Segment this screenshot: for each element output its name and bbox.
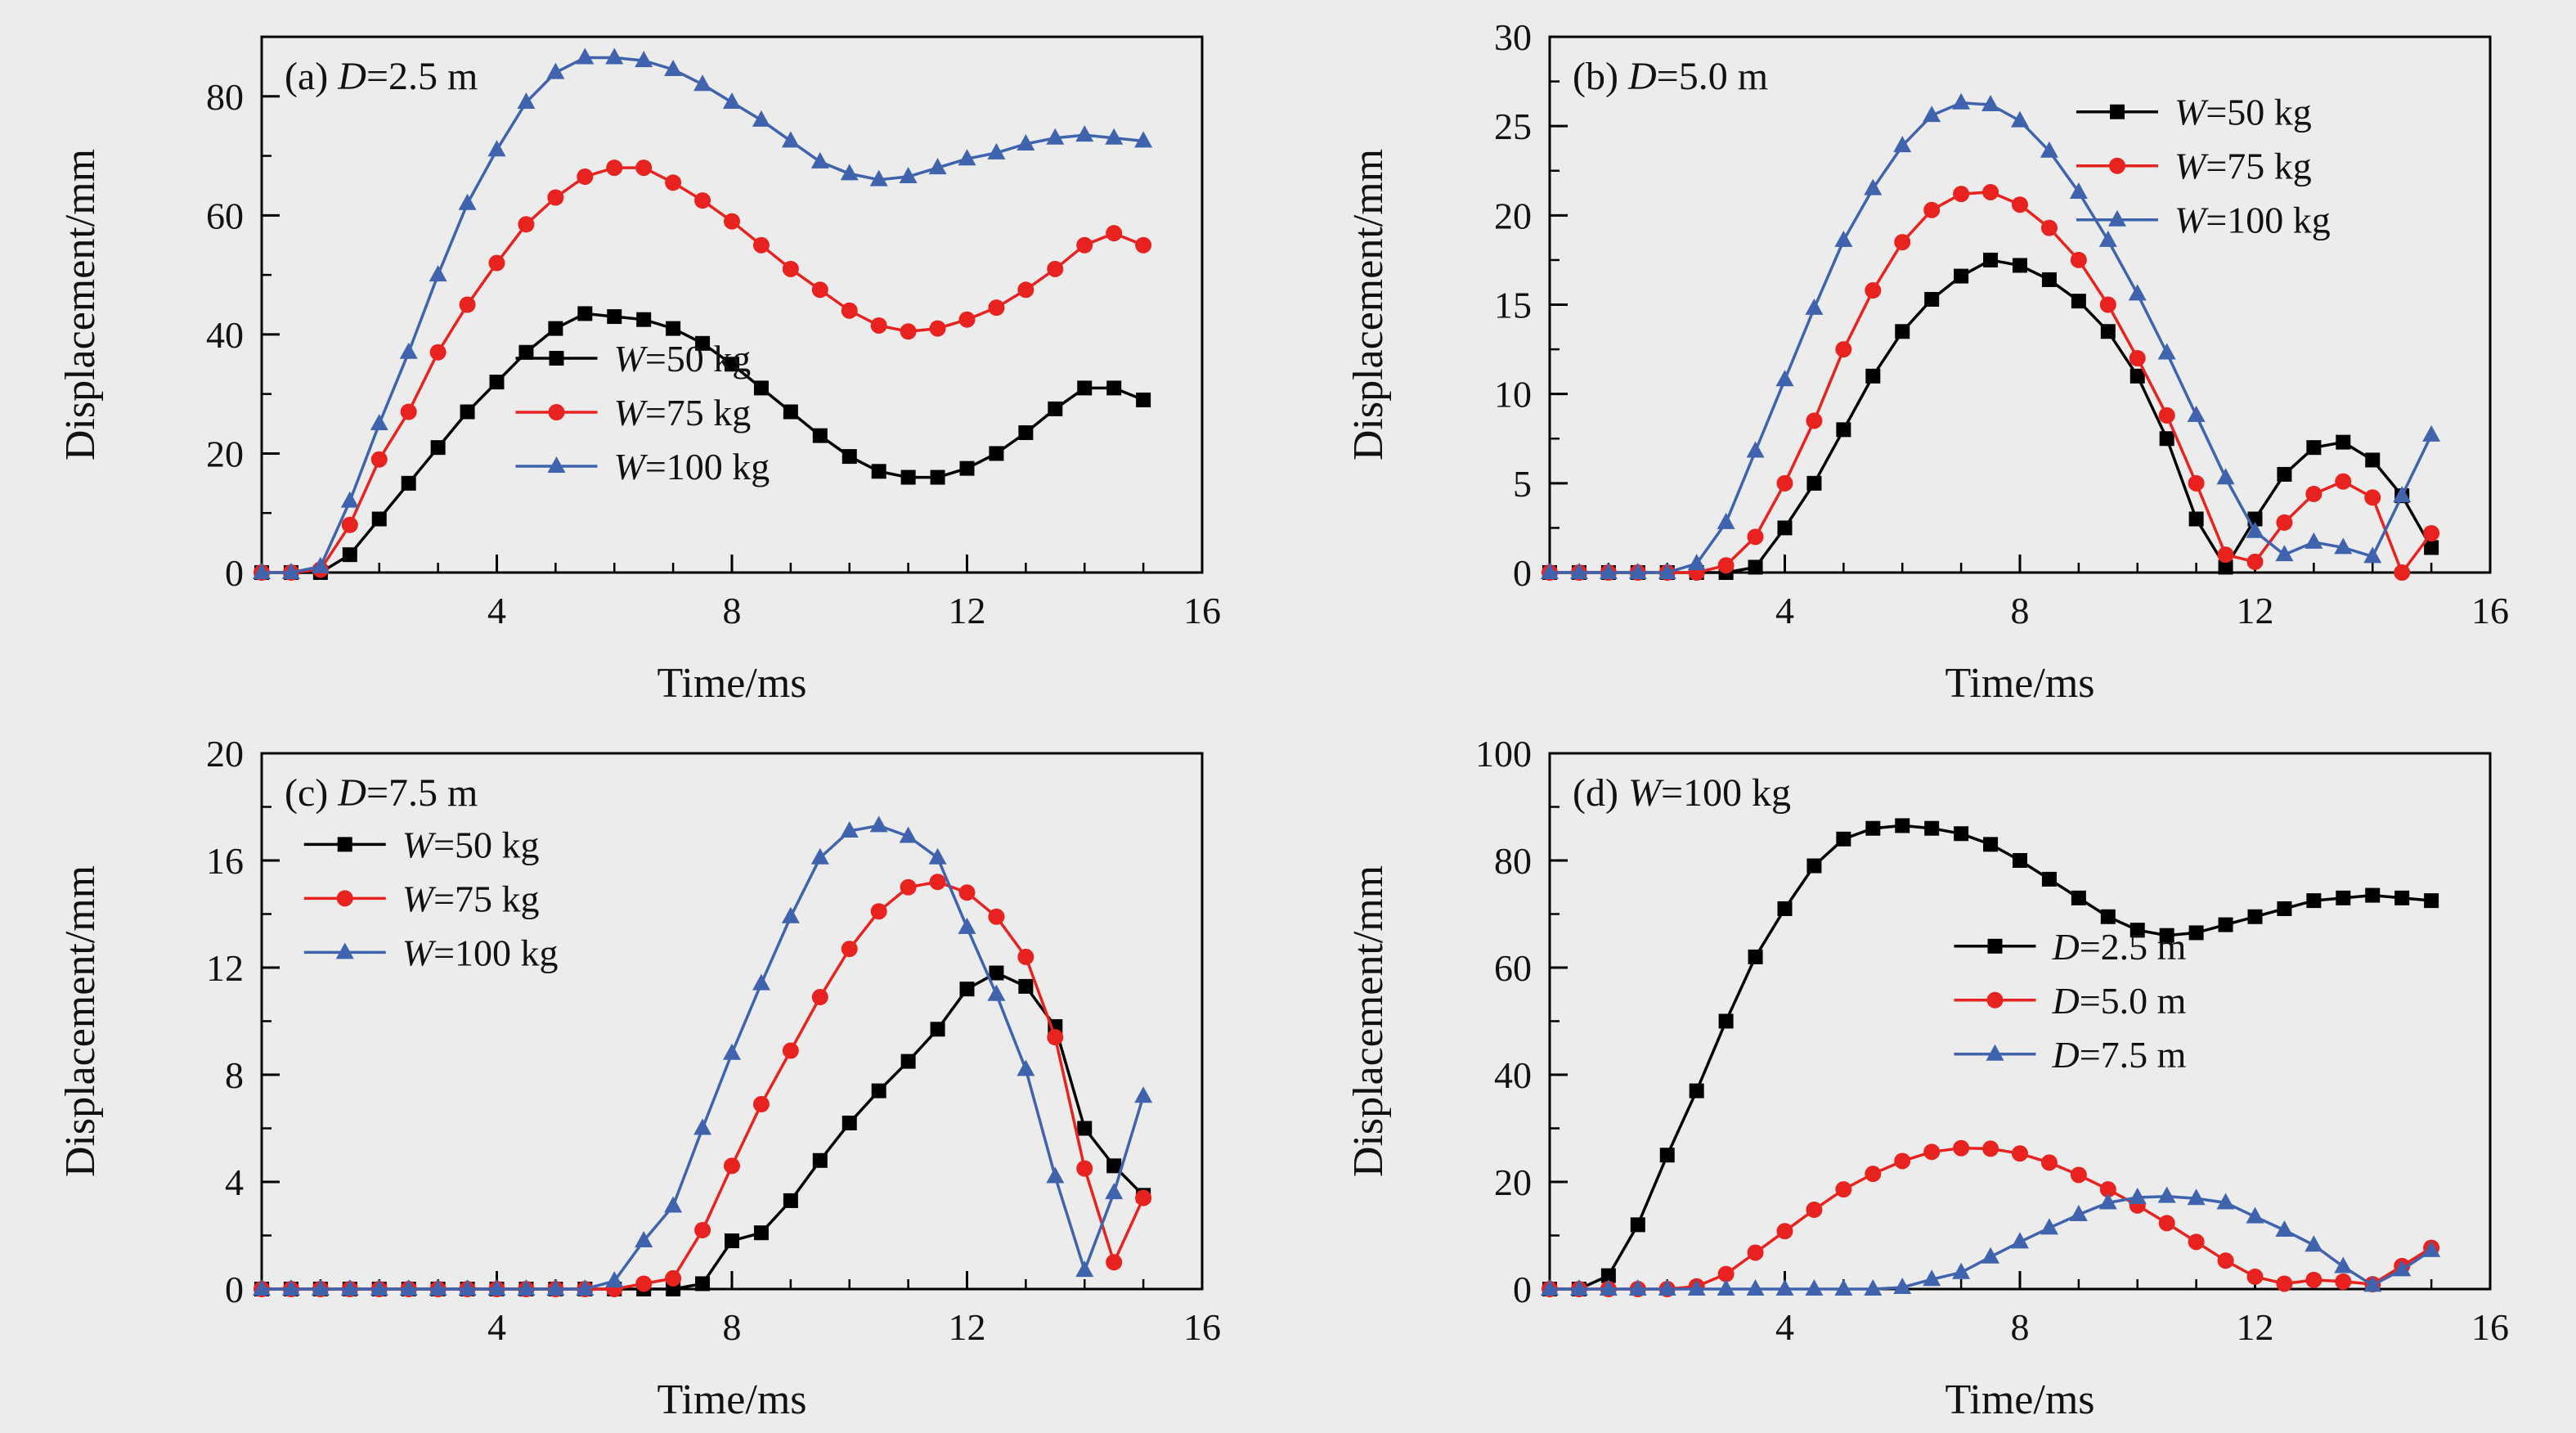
y-tick-label: 20 [1494, 1161, 1532, 1203]
axis-ticks [262, 95, 1204, 574]
legend-label-2: W=100 kg [614, 446, 770, 487]
y-tick-label: 25 [1494, 106, 1532, 147]
chart-c: 4 8 12 16 0 4 8 12 16 20 Time/ms Displacement/mm W=5… [57, 733, 1221, 1423]
x-tick-label: 16 [1183, 590, 1221, 631]
y-tick-label: 16 [206, 840, 244, 882]
legend-label-1: W=75 kg [402, 878, 540, 919]
x-tick-label: 4 [487, 1306, 506, 1348]
legend-label-0: D=2.5 m [2052, 926, 2187, 968]
x-axis-label: Time/ms [657, 660, 806, 707]
series-line-2 [262, 824, 1145, 1291]
tick-labels: 4 8 12 16 0 4 8 12 16 20 [206, 733, 1221, 1348]
legend: W=50 kg W=75 kg W=100 kg [2076, 92, 2331, 241]
axis-ticks [1550, 752, 2492, 1291]
series-markers-0 [1542, 818, 2439, 1296]
chart-d: 4 8 12 16 0 20 40 60 80 100 Time/ms Displacement/mm… [1345, 733, 2509, 1423]
legend: W=50 kg W=75 kg W=100 kg [303, 824, 559, 973]
chart-a: 4 8 12 16 0 20 40 60 80 Time/ms Displacement/mm W=5… [57, 35, 1221, 707]
series-markers-1 [1542, 1139, 2440, 1297]
x-tick-label: 8 [723, 1306, 742, 1348]
series-markers-0 [1542, 252, 2439, 580]
x-tick-label: 16 [2471, 590, 2509, 631]
series-line-0 [1550, 258, 2433, 574]
x-tick-label: 12 [949, 1306, 986, 1348]
y-axis-label: Displacement/mm [57, 865, 104, 1177]
chart-panel-a: 4 8 12 16 0 20 40 60 80 Time/ms Displacement/mm W=5… [0, 0, 1288, 716]
y-axis-label: Displacement/mm [1345, 149, 1392, 460]
y-tick-label: 0 [1513, 552, 1532, 594]
y-axis-label: Displacement/mm [57, 149, 104, 460]
tick-labels: 4 8 12 16 0 20 40 60 80 100 [1475, 733, 2509, 1348]
x-tick-label: 8 [723, 590, 742, 631]
series-line-2 [1550, 1194, 2433, 1291]
panel-label: (c) D=7.5 m [285, 771, 478, 815]
y-tick-label: 4 [225, 1161, 244, 1203]
y-tick-label: 40 [1494, 1054, 1532, 1096]
y-tick-label: 60 [206, 195, 244, 236]
series-line-2 [262, 56, 1144, 574]
tick-labels: 4 8 12 16 0 5 10 15 20 25 30 [1494, 16, 2509, 631]
y-tick-label: 0 [225, 552, 244, 594]
y-tick-label: 0 [1513, 1269, 1532, 1310]
legend-label-0: W=50 kg [2174, 92, 2312, 133]
x-tick-label: 8 [2011, 1306, 2030, 1348]
chart-panel-c: 4 8 12 16 0 4 8 12 16 20 Time/ms Displacement/mm W=5… [0, 716, 1288, 1433]
y-tick-label: 30 [1494, 16, 1532, 58]
x-axis-label: Time/ms [1945, 660, 2094, 707]
legend-label-1: W=75 kg [2174, 146, 2312, 187]
x-tick-label: 4 [1775, 590, 1794, 631]
series-line-1 [1550, 1146, 2433, 1291]
legend-label-2: W=100 kg [402, 932, 559, 973]
y-tick-label: 8 [225, 1054, 244, 1096]
series-markers-2 [1541, 92, 2441, 579]
x-tick-label: 8 [2011, 590, 2030, 631]
series-line-1 [1550, 191, 2433, 576]
x-tick-label: 16 [1183, 1306, 1221, 1348]
legend-label-1: W=75 kg [614, 392, 752, 433]
y-axis-label: Displacement/mm [1345, 865, 1392, 1177]
series-markers-2 [253, 47, 1153, 579]
y-tick-label: 12 [206, 947, 244, 989]
panel-label: (a) D=2.5 m [285, 55, 478, 98]
plot-frame [1548, 752, 2492, 1291]
legend: D=2.5 m D=5.0 m D=7.5 m [1954, 926, 2187, 1076]
series-markers-2 [253, 815, 1153, 1296]
y-tick-label: 10 [1494, 374, 1532, 416]
legend-label-2: W=100 kg [2174, 200, 2331, 241]
x-tick-label: 12 [949, 590, 986, 631]
panel-label: (b) D=5.0 m [1573, 55, 1768, 98]
x-tick-label: 16 [2471, 1306, 2509, 1348]
legend-label-1: D=5.0 m [2052, 980, 2187, 1022]
y-tick-label: 20 [206, 733, 244, 775]
y-tick-label: 100 [1475, 733, 1532, 775]
series-markers-2 [1541, 1186, 2441, 1296]
y-tick-label: 0 [225, 1269, 244, 1310]
y-tick-label: 80 [206, 76, 244, 118]
x-tick-label: 12 [2237, 590, 2274, 631]
y-tick-label: 80 [1494, 840, 1532, 882]
x-tick-label: 4 [1775, 1306, 1794, 1348]
series-markers-1 [1542, 183, 2440, 581]
chart-panel-b: 4 8 12 16 0 5 10 15 20 25 30 Time/ms Displacement/mm… [1288, 0, 2576, 716]
y-tick-label: 5 [1513, 463, 1532, 505]
panel-label: (d) W=100 kg [1573, 771, 1791, 815]
legend: W=50 kg W=75 kg W=100 kg [515, 338, 770, 487]
legend-label-0: W=50 kg [614, 338, 752, 380]
series-markers-1 [254, 874, 1152, 1297]
y-tick-label: 20 [1494, 195, 1532, 236]
y-tick-label: 60 [1494, 947, 1532, 989]
chart-b: 4 8 12 16 0 5 10 15 20 25 30 Time/ms Displacement/mm… [1345, 16, 2509, 707]
y-tick-label: 15 [1494, 285, 1532, 326]
legend-label-2: D=7.5 m [2052, 1034, 2187, 1076]
x-axis-label: Time/ms [1945, 1377, 2094, 1423]
chart-panel-d: 4 8 12 16 0 20 40 60 80 100 Time/ms Displacement/mm… [1288, 716, 2576, 1433]
y-tick-label: 20 [206, 433, 244, 474]
tick-labels: 4 8 12 16 0 20 40 60 80 [206, 76, 1221, 631]
x-axis-label: Time/ms [657, 1377, 806, 1423]
x-tick-label: 4 [487, 590, 506, 631]
x-tick-label: 12 [2237, 1306, 2274, 1348]
y-tick-label: 40 [206, 314, 244, 356]
legend-label-0: W=50 kg [402, 824, 540, 865]
